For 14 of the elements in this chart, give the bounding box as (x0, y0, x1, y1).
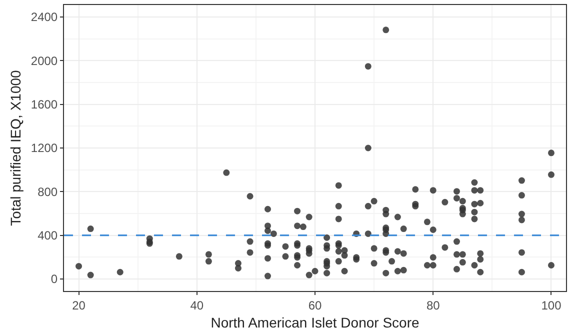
x-tick-label: 20 (72, 298, 86, 312)
y-tick-label: 400 (38, 228, 58, 243)
x-tick-label: 100 (541, 298, 562, 312)
y-tick-label: 0 (50, 272, 58, 286)
y-tick-label: 800 (38, 184, 58, 199)
y-tick-label: 1200 (30, 141, 58, 156)
y-tick-label: 2000 (30, 54, 58, 68)
y-tick-label: 1600 (30, 98, 58, 112)
y-tick-label: 2400 (30, 10, 58, 24)
x-tick-label: 40 (190, 298, 204, 312)
y-axis-title: Total purified IEQ, X1000 (7, 70, 24, 226)
x-axis-title: North American Islet Donor Score (210, 314, 420, 331)
x-tick-label: 60 (308, 298, 322, 312)
x-tick-label: 80 (426, 298, 440, 312)
